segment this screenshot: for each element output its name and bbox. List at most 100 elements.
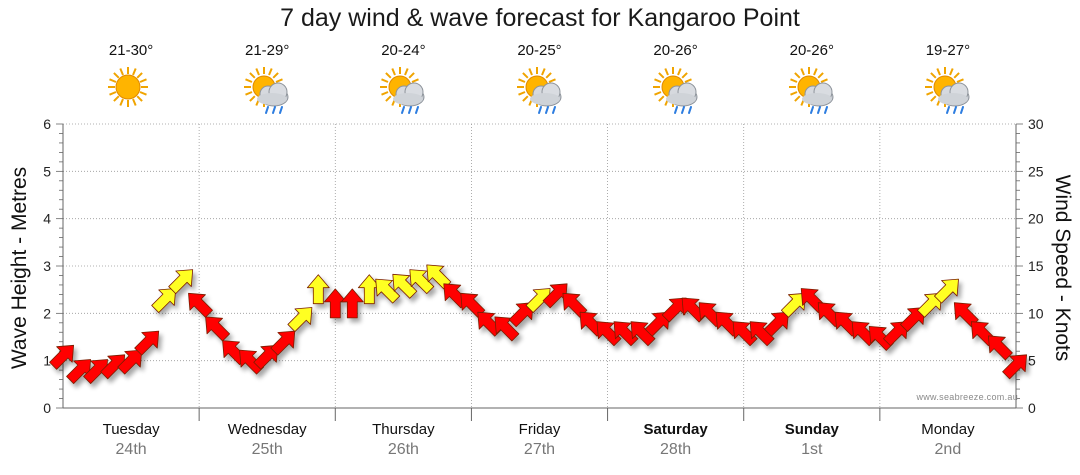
wind-arrow-shape [630, 321, 656, 347]
wind-arrow-shape [987, 335, 1013, 361]
sun-cloud-rain-icon [244, 67, 289, 114]
wind-arrow-shape [613, 321, 639, 347]
wind-arrow [883, 321, 908, 347]
day-name: Sunday [784, 421, 839, 438]
day-label-1: Wednesday 25th [202, 421, 332, 459]
wind-arrow [287, 307, 313, 332]
wind-arrow [205, 316, 231, 342]
wind-arrow-shape [151, 288, 177, 313]
temperature-range: 19-27° [925, 42, 971, 59]
wind-arrow [868, 325, 894, 351]
day-label-3: Friday 27th [475, 421, 605, 459]
chart-title: 7 day wind & wave forecast for Kangaroo … [280, 4, 800, 32]
day-label-0: Tuesday 24th [66, 421, 196, 459]
wind-arrow [596, 321, 622, 347]
wind-arrow-shape [732, 321, 758, 347]
day-label-6: Monday 2nd [883, 421, 1013, 459]
wind-arrow [780, 292, 806, 318]
wind-arrow [270, 330, 296, 356]
wind-arrow-shape [596, 321, 622, 347]
day-forecast-1: 21-29° [227, 42, 307, 115]
wind-arrow [1002, 354, 1028, 380]
wind-arrow-shape [508, 302, 534, 328]
sun-icon [108, 67, 149, 107]
y-left-tick-label: 6 [43, 116, 51, 132]
wind-arrow-shape [134, 330, 160, 356]
y-right-tick-label: 30 [1028, 116, 1044, 132]
wind-arrow-shape [883, 321, 908, 347]
y-axis-left-title: Wave Height - Metres [8, 166, 31, 370]
wind-arrow [613, 321, 639, 347]
credit-text: www.seabreeze.com.au [916, 392, 1018, 402]
wind-arrow-shape [168, 269, 194, 295]
day-date: 26th [387, 441, 419, 458]
grid-layer [63, 123, 1016, 408]
wind-arrow [134, 330, 160, 356]
wind-arrow [239, 349, 265, 375]
wind-arrow-shape [117, 349, 143, 375]
day-forecast-6: 19-27° [908, 42, 988, 115]
wind-arrow-shape [409, 269, 435, 295]
sun-cloud-rain-icon [516, 67, 561, 114]
wind-arrow [934, 278, 959, 304]
day-name: Saturday [643, 421, 708, 438]
wind-arrow-shape [306, 274, 330, 305]
y-left-tick-label: 2 [43, 305, 51, 321]
wind-arrow [409, 269, 435, 295]
wind-arrow-shape [239, 349, 265, 375]
wind-arrow [917, 292, 942, 318]
day-label-5: Sunday 1st [747, 421, 877, 459]
axes-layer: 0 1 2 3 4 5 6 0 5 10 15 20 25 30 [43, 116, 1044, 421]
temperature-range: 21-30° [108, 42, 154, 59]
wind-arrow-shape [340, 288, 364, 319]
wind-arrow [168, 269, 194, 295]
y-right-tick-label: 25 [1028, 163, 1044, 179]
wind-arrow-shape [49, 344, 75, 370]
y-right-tick-label: 0 [1028, 400, 1036, 416]
wind-arrow [763, 311, 789, 337]
wind-arrow [508, 302, 534, 328]
wind-arrow-shape [644, 311, 670, 337]
wind-arrow-shape [749, 321, 775, 347]
wind-arrow-shape [375, 278, 401, 304]
wind-arrow-shape [253, 344, 279, 370]
day-name: Thursday [372, 421, 435, 438]
day-name: Friday [518, 421, 561, 438]
day-label-4: Saturday 28th [611, 421, 741, 459]
day-label-2: Thursday 26th [338, 421, 468, 459]
y-axis-right-title: Wind Speed - Knots [1051, 174, 1074, 362]
day-forecast-2: 20-24° [363, 42, 443, 115]
sun-cloud-rain-icon [924, 67, 970, 114]
y-left-tick-label: 0 [43, 400, 51, 416]
sun-cloud-rain-icon [380, 67, 425, 114]
y-left-tick-label: 1 [43, 353, 51, 369]
wind-arrow-shape [868, 325, 894, 351]
wind-arrow [340, 288, 364, 319]
wind-arrow [49, 344, 75, 370]
temperature-range: 20-25° [517, 42, 562, 59]
day-date: 24th [115, 441, 147, 458]
wind-arrow [987, 335, 1013, 361]
wind-arrow [375, 278, 401, 304]
day-name: Tuesday [102, 421, 160, 438]
y-right-tick-label: 20 [1028, 211, 1044, 227]
wind-arrow [749, 321, 775, 347]
wind-arrow-shape [1002, 354, 1028, 380]
wind-arrow [117, 349, 143, 375]
wind-arrow [253, 344, 279, 370]
y-right-tick-label: 5 [1028, 353, 1036, 369]
wind-arrow-shape [188, 292, 213, 318]
wind-arrow [900, 307, 925, 332]
wind-arrow [188, 292, 213, 318]
day-forecast-3: 20-25° [500, 42, 580, 115]
sun-cloud-rain-icon [652, 67, 698, 114]
wind-arrow-shape [205, 316, 231, 342]
y-right-tick-label: 10 [1028, 305, 1044, 321]
sun-cloud-rain-icon [788, 67, 834, 114]
wind-arrow [392, 273, 418, 299]
temperature-range: 20-26° [653, 42, 698, 59]
wind-arrow [732, 321, 758, 347]
day-name: Wednesday [227, 421, 307, 438]
wind-arrow [151, 288, 177, 313]
